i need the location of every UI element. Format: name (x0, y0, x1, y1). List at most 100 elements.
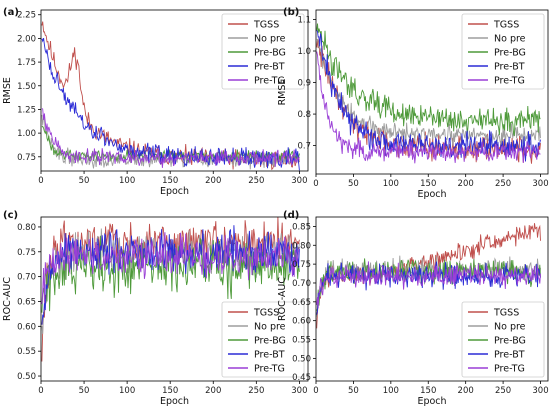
y-tick-label: 1.50 (17, 82, 36, 92)
y-axis-label: RMSE (2, 77, 13, 104)
y-tick-label: 0.55 (292, 336, 311, 346)
series-line (41, 114, 300, 170)
chart-panel: 0 50 100 150 200 250 300 0.75 1.00 1.25 1.50 1.75 2.… (2, 7, 309, 197)
series-line (316, 30, 541, 162)
x-tick-label: 200 (205, 386, 221, 396)
x-tick-label: 150 (162, 386, 178, 396)
legend-entry: No pre (494, 322, 526, 333)
legend-entry: TGSS (493, 308, 519, 319)
x-tick-label: 100 (119, 176, 135, 186)
plot-frame (40, 216, 309, 382)
x-tick-label: 300 (291, 176, 307, 186)
x-tick-label: 50 (348, 179, 359, 189)
y-tick-label: 0.75 (17, 248, 36, 258)
series-line (41, 21, 300, 171)
legend-entry: Pre-BT (494, 62, 525, 73)
panel-label: (c) (3, 210, 18, 221)
legend: TGSS No pre Pre-BG Pre-BT Pre-TG (461, 13, 545, 90)
y-tick-label: 0.65 (292, 298, 311, 308)
legend-entry: Pre-BG (254, 336, 286, 347)
chart-panel: 0 50 100 150 200 250 300 0.50 0.55 0.60 0.65 0.70 0.… (2, 210, 309, 407)
legend-box (461, 301, 545, 378)
y-axis-label: RMSE (277, 79, 288, 106)
legend-entry: TGSS (493, 20, 519, 31)
series-line (41, 108, 300, 168)
x-tick-label: 300 (291, 386, 307, 396)
legend-entry: Pre-BT (254, 62, 285, 73)
panel-label: (a) (3, 7, 19, 18)
y-tick-label: 1.00 (17, 129, 36, 139)
x-tick-label: 200 (205, 176, 221, 186)
x-tick-label: 100 (383, 179, 399, 189)
x-tick-label: 250 (248, 386, 264, 396)
chart-panel: 0 50 100 150 200 250 300 0.7 0.8 0.9 1.0 1.1 Epoch RM… (277, 7, 549, 200)
x-tick-label: 300 (532, 386, 548, 396)
series-line (316, 23, 541, 137)
y-axis-label: ROC-AUC (277, 277, 288, 321)
legend-box (461, 13, 545, 90)
y-tick-label: 2.00 (17, 34, 36, 44)
x-tick-label: 0 (313, 386, 318, 396)
x-tick-label: 50 (79, 386, 90, 396)
legend-entry: No pre (254, 322, 286, 333)
x-tick-label: 0 (313, 179, 318, 189)
legend-box (221, 13, 305, 90)
legend-entry: Pre-BG (494, 336, 526, 347)
x-tick-label: 50 (79, 176, 90, 186)
y-tick-label: 0.80 (292, 241, 311, 251)
plot-frame (40, 9, 309, 172)
legend-entry: TGSS (253, 20, 279, 31)
series-line (41, 232, 300, 305)
y-tick-label: 2.25 (17, 11, 36, 21)
x-tick-label: 300 (532, 179, 548, 189)
legend-entry: Pre-TG (254, 76, 285, 87)
chart-panel: 0 50 100 150 200 250 300 0.45 0.50 0.55 0.60 0.65 0.… (277, 210, 549, 407)
x-tick-label: 150 (420, 179, 436, 189)
y-tick-label: 0.70 (17, 273, 36, 283)
x-axis-label: Epoch (160, 396, 189, 407)
y-tick-label: 0.60 (17, 322, 36, 332)
x-tick-label: 200 (458, 179, 474, 189)
y-tick-label: 1.75 (17, 58, 36, 68)
y-tick-label: 0.80 (17, 223, 36, 233)
y-tick-label: 1.0 (297, 47, 311, 57)
x-tick-label: 100 (119, 386, 135, 396)
legend-entry: No pre (254, 34, 286, 45)
y-tick-label: 0.70 (292, 279, 311, 289)
x-axis-label: Epoch (417, 396, 446, 407)
legend-entry: Pre-TG (254, 364, 285, 375)
legend-box (221, 301, 305, 378)
y-tick-label: 0.45 (292, 373, 311, 383)
x-tick-label: 50 (348, 386, 359, 396)
legend-entry: Pre-TG (494, 364, 525, 375)
y-tick-label: 0.9 (297, 79, 311, 89)
legend-entry: Pre-BG (254, 48, 286, 59)
series-line (316, 261, 541, 309)
x-tick-label: 150 (162, 176, 178, 186)
series-line (316, 258, 541, 311)
legend: TGSS No pre Pre-BG Pre-BT Pre-TG (221, 301, 305, 378)
x-tick-label: 250 (495, 386, 511, 396)
y-tick-label: 0.50 (292, 354, 311, 364)
x-tick-label: 100 (383, 386, 399, 396)
y-tick-label: 0.85 (292, 222, 311, 232)
legend: TGSS No pre Pre-BG Pre-BT Pre-TG (461, 301, 545, 378)
legend: TGSS No pre Pre-BG Pre-BT Pre-TG (221, 13, 305, 90)
y-tick-label: 0.55 (17, 347, 36, 357)
series-line (316, 51, 541, 164)
legend-entry: Pre-BG (494, 48, 526, 59)
x-axis-label: Epoch (160, 186, 189, 197)
x-tick-label: 250 (248, 176, 264, 186)
x-tick-label: 0 (38, 176, 43, 186)
y-tick-label: 0.50 (17, 372, 36, 382)
y-tick-label: 0.7 (297, 142, 311, 152)
y-axis-label: ROC-AUC (2, 277, 13, 321)
x-tick-label: 200 (458, 386, 474, 396)
y-tick-label: 0.8 (297, 110, 311, 120)
legend-entry: Pre-TG (494, 76, 525, 87)
plot-frame (315, 9, 549, 175)
y-tick-label: 0.75 (292, 260, 311, 270)
x-axis-label: Epoch (417, 189, 446, 200)
y-tick-label: 1.1 (297, 15, 311, 25)
